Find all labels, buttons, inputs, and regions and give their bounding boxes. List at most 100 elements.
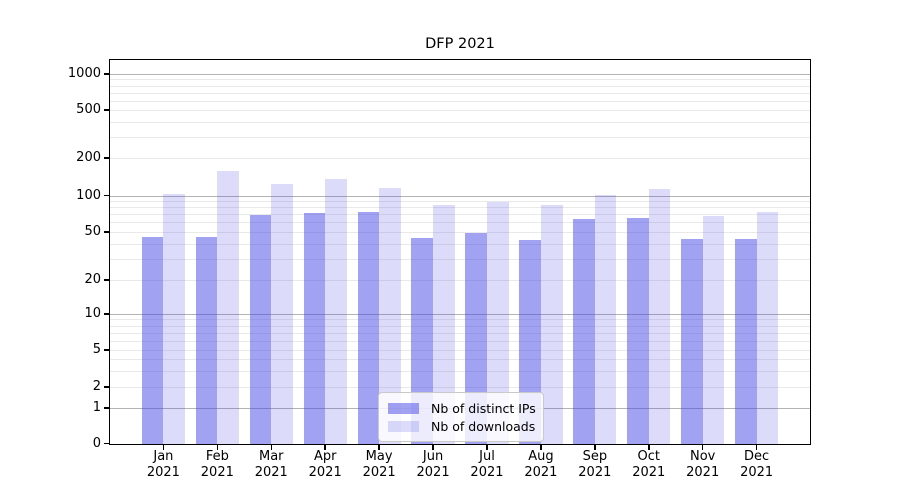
plot-area — [110, 60, 810, 444]
bar-sep-distinct-ips — [573, 218, 595, 444]
bar-may-downloads — [379, 187, 401, 444]
y-tick-label: 20 — [84, 272, 101, 287]
y-tick-mark — [103, 157, 110, 159]
bar-feb-downloads — [217, 171, 239, 444]
bar-jan-downloads — [163, 194, 185, 444]
minor-gridline — [110, 280, 810, 281]
minor-gridline — [110, 79, 810, 81]
minor-gridline — [110, 387, 810, 388]
minor-gridline — [110, 350, 810, 351]
year-label: 2021 — [416, 464, 450, 480]
minor-gridline — [110, 92, 810, 94]
year-label: 2021 — [686, 464, 720, 480]
year-label: 2021 — [740, 464, 774, 480]
y-tick-mark — [103, 442, 110, 445]
y-tick-label: 1000 — [67, 66, 101, 81]
x-tick-mark — [162, 444, 165, 450]
x-tick-mark — [486, 444, 488, 450]
minor-gridline — [110, 222, 810, 224]
x-tick-label: Mar 2021 — [239, 449, 303, 480]
bar-jul-distinct-ips — [465, 232, 487, 444]
y-tick-mark — [103, 73, 110, 75]
legend-swatch-downloads — [388, 420, 419, 432]
y-tick-mark — [103, 349, 110, 351]
y-tick-mark — [103, 386, 110, 388]
year-label: 2021 — [146, 464, 180, 480]
x-tick-label: Feb 2021 — [185, 449, 249, 480]
month-label: Aug — [528, 449, 554, 464]
x-tick-mark — [378, 444, 380, 450]
minor-gridline — [110, 243, 810, 245]
x-tick-mark — [432, 444, 434, 450]
minor-gridline — [110, 85, 810, 87]
y-tick-label: 10 — [84, 306, 101, 321]
minor-gridline — [110, 258, 810, 260]
bar-feb-distinct-ips — [195, 236, 218, 444]
legend-label-distinct-ips: Nb of distinct IPs — [431, 400, 536, 416]
major-gridline — [110, 195, 810, 197]
x-tick-mark — [540, 444, 542, 450]
chart-title: DFP 2021 — [425, 36, 495, 52]
bar-oct-distinct-ips — [627, 217, 649, 444]
x-tick-mark — [216, 444, 219, 450]
month-label: Mar — [258, 449, 284, 464]
bar-mar-distinct-ips — [249, 214, 272, 444]
legend-row-downloads: Nb of downloads — [379, 419, 543, 434]
y-tick-mark — [103, 194, 110, 197]
y-tick-label: 5 — [92, 342, 101, 357]
x-tick-label: Jan 2021 — [131, 449, 195, 480]
y-tick-label: 1 — [92, 400, 101, 415]
minor-gridline — [110, 332, 810, 334]
minor-gridline — [110, 319, 810, 321]
bar-apr-distinct-ips — [303, 212, 326, 444]
legend-swatch-distinct-ips — [388, 402, 419, 414]
y-tick-label: 500 — [76, 102, 101, 117]
y-tick-label: 50 — [84, 224, 101, 239]
month-label: Apr — [313, 449, 337, 464]
x-tick-label: Sep 2021 — [563, 449, 627, 480]
month-label: May — [365, 449, 393, 464]
month-label: Dec — [744, 449, 770, 464]
major-gridline — [110, 314, 810, 315]
year-label: 2021 — [200, 464, 234, 480]
x-tick-mark — [755, 444, 758, 450]
bar-dec-downloads — [756, 211, 779, 444]
month-label: Jul — [479, 449, 495, 464]
minor-gridline — [110, 370, 810, 372]
minor-gridline — [110, 121, 810, 123]
x-tick-mark — [594, 444, 596, 450]
bar-aug-downloads — [540, 204, 563, 444]
x-tick-label: Jun 2021 — [401, 449, 465, 480]
y-tick-mark — [103, 407, 110, 409]
month-label: Nov — [690, 449, 716, 464]
x-tick-label: Oct 2021 — [617, 449, 681, 480]
y-tick-label: 0 — [92, 435, 101, 451]
x-tick-label: Jul 2021 — [455, 449, 519, 480]
x-tick-label: Apr 2021 — [293, 449, 357, 480]
minor-gridline — [110, 136, 810, 138]
bar-dec-distinct-ips — [735, 239, 757, 444]
legend: Nb of distinct IPs Nb of downloads — [378, 392, 544, 442]
bar-may-distinct-ips — [357, 211, 380, 444]
bar-mar-downloads — [271, 183, 293, 444]
y-tick-label: 200 — [76, 150, 101, 165]
x-tick-label: May 2021 — [347, 449, 411, 480]
month-label: Feb — [205, 449, 229, 464]
minor-gridline — [110, 201, 810, 203]
month-label: Oct — [637, 449, 660, 464]
x-tick-label: Aug 2021 — [509, 449, 573, 480]
bar-nov-downloads — [702, 216, 725, 444]
x-tick-label: Nov 2021 — [671, 449, 735, 480]
minor-gridline — [110, 214, 810, 216]
minor-gridline — [110, 207, 810, 209]
y-tick-mark — [103, 313, 110, 315]
major-gridline — [110, 74, 810, 75]
year-label: 2021 — [632, 464, 666, 480]
year-label: 2021 — [470, 464, 504, 480]
minor-gridline — [110, 359, 810, 360]
x-tick-mark — [270, 444, 272, 450]
month-label: Sep — [582, 449, 608, 464]
bar-jun-downloads — [433, 204, 455, 444]
bar-jul-downloads — [486, 202, 509, 444]
